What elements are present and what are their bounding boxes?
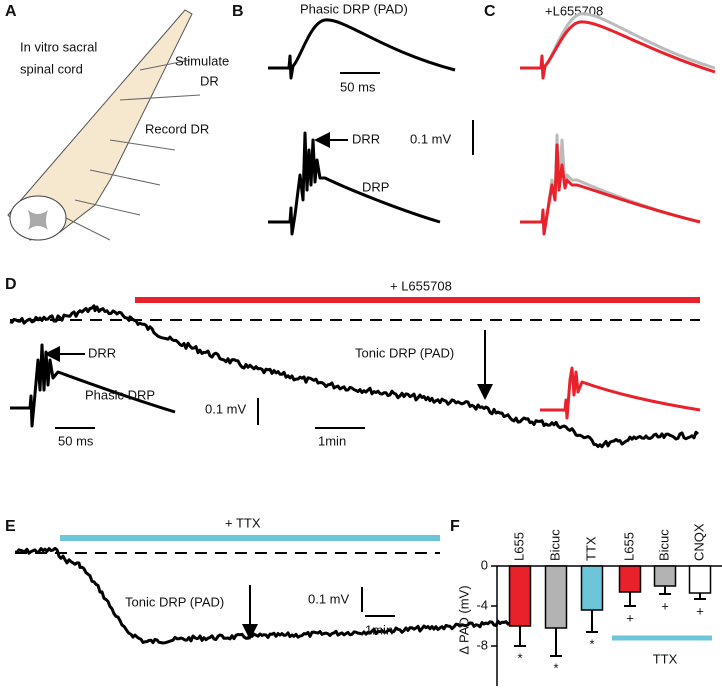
panel-label: E [5,518,16,535]
text: In vitro sacral [20,39,97,54]
text: DRR [352,131,380,146]
y-tick-label: 0 [481,557,488,572]
text: 0.1 mV [308,591,350,606]
text: Record DR [145,121,209,136]
significance-marker: + [696,603,704,618]
text: 0.1 mV [410,131,452,146]
bar [653,565,677,587]
trace [14,546,522,645]
significance-marker: * [517,650,522,665]
x-tick-label: L655 [621,532,636,561]
panel-label: B [232,3,244,20]
significance-marker: * [589,636,594,651]
text: Stimulate [175,53,229,68]
text: DRP [362,179,389,194]
bar [688,565,712,594]
trace [540,366,701,420]
trace [9,304,699,449]
panel-label: D [5,276,17,293]
y-tick-label: -8 [476,637,488,652]
x-tick-label: CNQX [691,523,706,561]
x-tick-label: TTX [583,536,598,561]
group-label: TTX [653,651,678,666]
text: 50 ms [340,79,376,94]
text: Phasic DRP (PAD) [300,1,408,16]
trace [10,343,176,428]
text: 1min [365,622,393,637]
text: 0.1 mV [205,401,247,416]
text: spinal cord [20,61,83,76]
text: Tonic DRP (PAD) [125,594,224,609]
text: + L655708 [390,278,452,293]
trace [268,18,456,80]
bar [544,565,568,629]
gray-matter [28,210,48,230]
bar [618,565,642,593]
text: DR [200,73,219,88]
text: DRR [88,345,116,360]
panel-label: F [450,518,460,535]
significance-marker: + [626,610,634,625]
trace [268,131,441,236]
bar [580,565,604,611]
text: + TTX [225,515,261,530]
significance-marker: * [553,660,558,675]
panel-label: C [484,3,496,20]
text: 50 ms [58,433,94,448]
text: Phasic DRP [85,387,155,402]
text: Tonic DRP (PAD) [355,345,454,360]
significance-marker: + [661,598,669,613]
bar [508,565,532,627]
trace [520,12,716,80]
bar-chart: 0 -4 -8 * L655 * Bicuc * TTX + L655 + Bicuc + CNQX TTX [476,523,722,686]
x-tick-label: L655 [511,532,526,561]
text: 1min [318,433,346,448]
roots [59,59,201,241]
x-tick-label: Bicuc [547,529,562,561]
trace [520,20,716,80]
y-tick-label: -4 [476,597,488,612]
trace [520,143,701,236]
x-tick-label: Bicuc [656,529,671,561]
y-axis-label: Δ PAD (mV) [456,585,471,654]
panel-label: A [5,3,17,20]
